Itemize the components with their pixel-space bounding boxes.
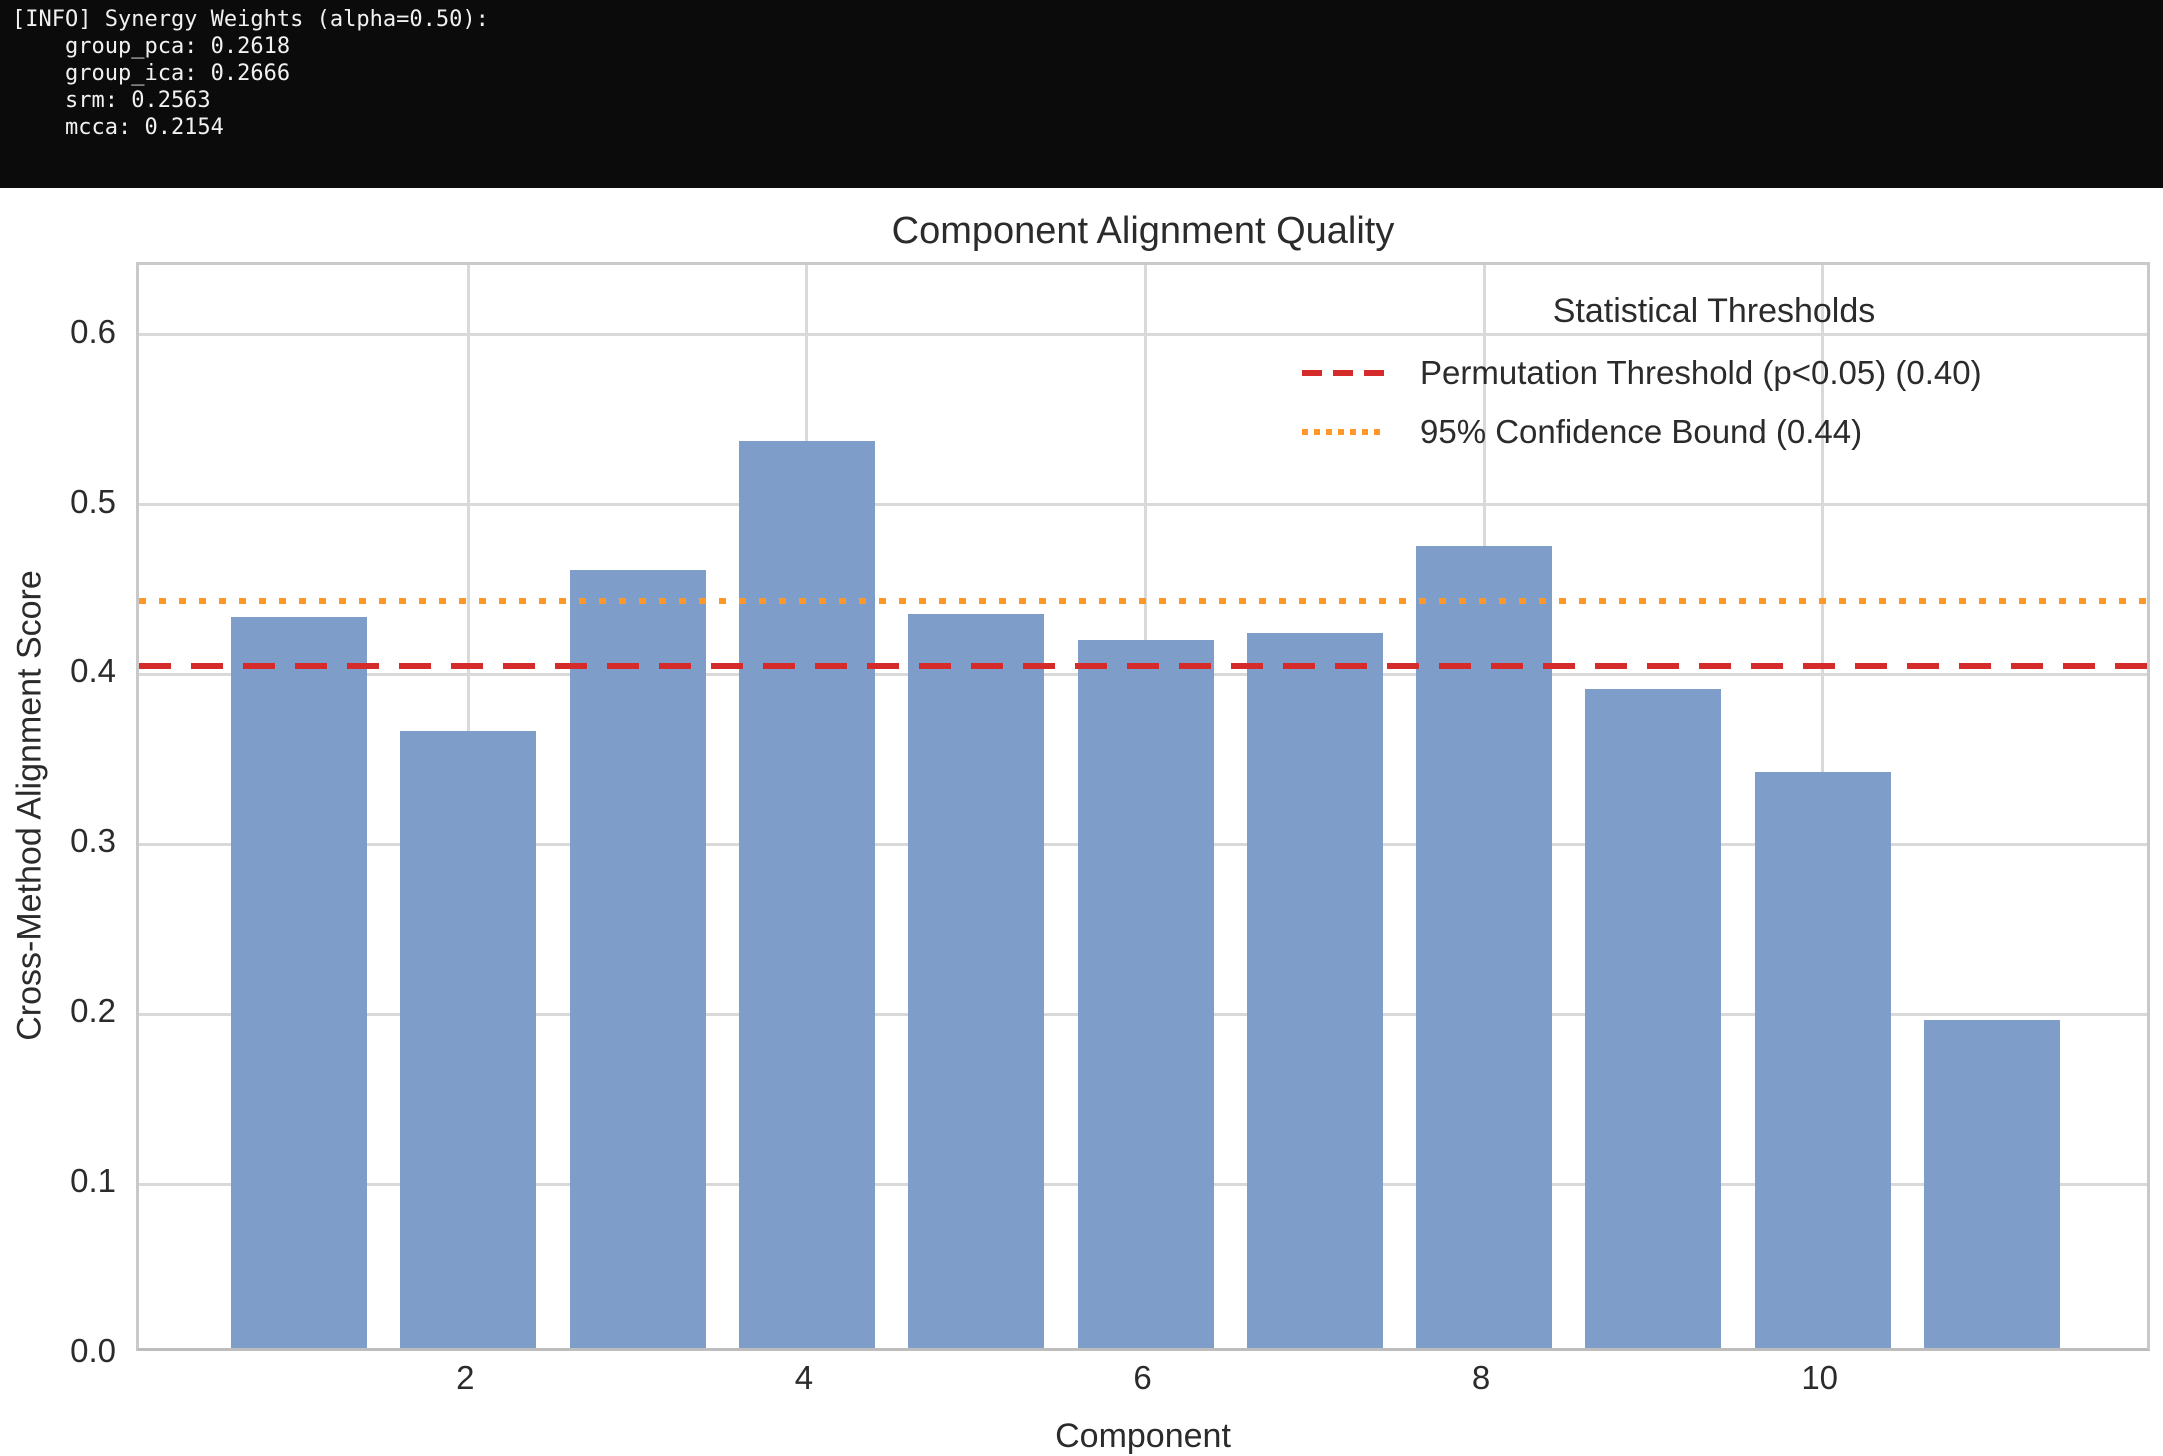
x-tick-label: 10 xyxy=(1801,1359,1839,1396)
bar-component-11 xyxy=(1924,1020,2060,1348)
plot-area xyxy=(136,262,2150,1351)
legend: Statistical Thresholds Permutation Thres… xyxy=(1290,288,2138,468)
dotted-threshold-line xyxy=(139,598,2147,605)
y-tick-label: 0.1 xyxy=(70,1162,116,1200)
bar-component-2 xyxy=(400,731,537,1348)
legend-label: Permutation Threshold (p<0.05) (0.40) xyxy=(1420,354,1982,391)
terminal-text: [INFO] Synergy Weights (alpha=0.50): gro… xyxy=(12,7,489,140)
bar-component-9 xyxy=(1585,688,1722,1348)
bar-component-1 xyxy=(231,617,367,1348)
terminal-output: [INFO] Synergy Weights (alpha=0.50): gro… xyxy=(0,0,2163,188)
y-tick-label: 0.0 xyxy=(70,1332,116,1369)
legend-entry-permutation-threshold: Permutation Threshold (p<0.05) (0.40) xyxy=(1290,350,2138,396)
x-axis-label: Component xyxy=(1055,1417,1231,1455)
gridline-y-0.5 xyxy=(139,503,2147,507)
y-tick-label: 0.6 xyxy=(70,312,116,350)
x-tick-label: 6 xyxy=(1133,1359,1152,1396)
bar-component-5 xyxy=(908,614,1045,1348)
dashed-line-icon xyxy=(1302,370,1386,376)
bar-component-8 xyxy=(1416,546,1553,1348)
bar-component-4 xyxy=(738,440,875,1348)
bar-component-3 xyxy=(569,569,706,1348)
bar-component-6 xyxy=(1077,639,1214,1348)
y-tick-label: 0.4 xyxy=(70,652,116,690)
gridline-y-0.6 xyxy=(139,333,2147,337)
chart-title: Component Alignment Quality xyxy=(891,210,1395,252)
dotted-line-icon xyxy=(1302,429,1386,435)
bar-component-7 xyxy=(1246,632,1383,1348)
x-tick-label: 4 xyxy=(794,1359,814,1396)
legend-entry-confidence-bound: 95% Confidence Bound (0.44) xyxy=(1290,409,2138,455)
legend-title: Statistical Thresholds xyxy=(1552,292,1876,330)
y-tick-label: 0.2 xyxy=(70,992,116,1030)
y-tick-label: 0.5 xyxy=(70,482,116,520)
x-tick-label: 2 xyxy=(456,1359,475,1396)
bar-component-10 xyxy=(1754,772,1891,1348)
y-axis-label: Cross-Method Alignment Score xyxy=(10,570,49,1041)
x-tick-label: 8 xyxy=(1471,1359,1491,1396)
y-tick-label: 0.3 xyxy=(70,822,116,860)
dashed-threshold-line xyxy=(139,662,2147,669)
legend-label: 95% Confidence Bound (0.44) xyxy=(1420,413,1863,450)
